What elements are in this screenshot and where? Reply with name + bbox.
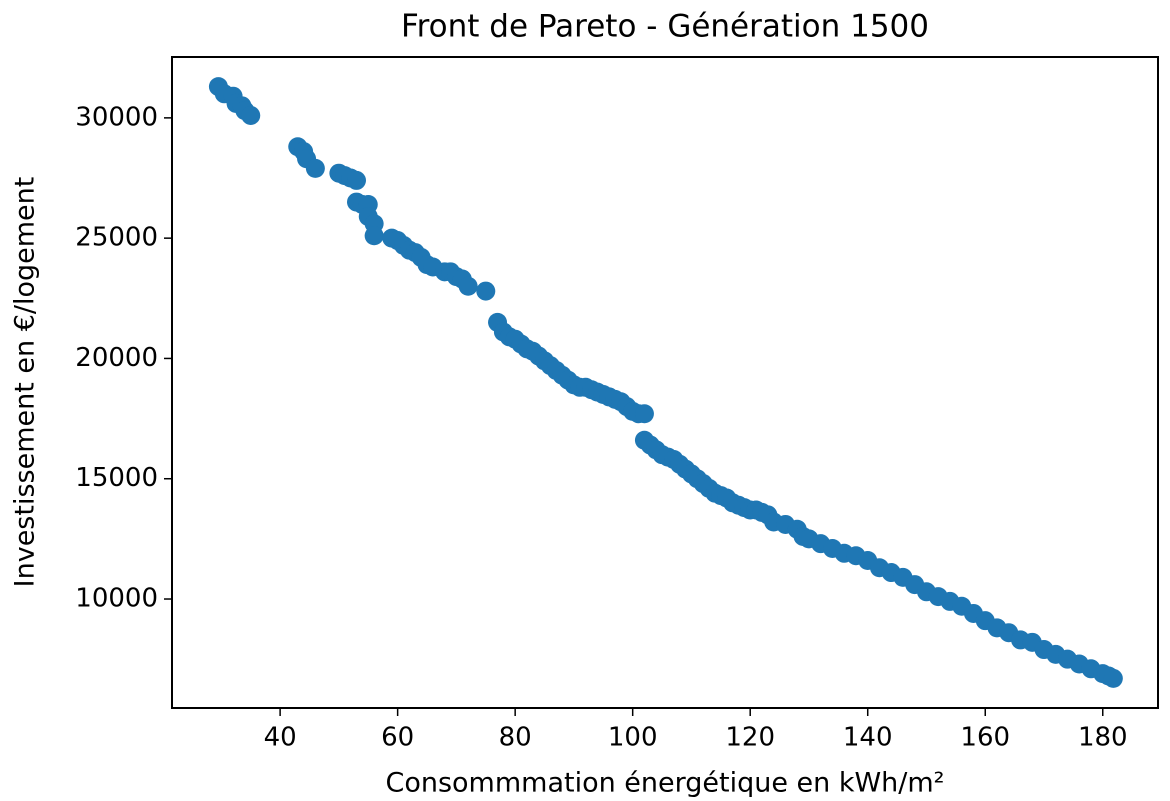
- point: [476, 281, 496, 301]
- point: [364, 226, 384, 246]
- x-tick-label: 60: [381, 723, 414, 753]
- x-tick-label: 140: [843, 723, 893, 753]
- y-tick-label: 30000: [75, 102, 158, 132]
- point: [634, 404, 654, 424]
- x-tick-label: 100: [608, 723, 658, 753]
- chart-title: Front de Pareto - Génération 1500: [401, 9, 929, 45]
- y-tick-label: 20000: [75, 343, 158, 373]
- y-axis-label: Investissement en €/logement: [10, 177, 41, 588]
- y-tick-label: 25000: [75, 223, 158, 253]
- point: [458, 276, 478, 296]
- x-tick-label: 80: [499, 723, 532, 753]
- x-tick-label: 160: [960, 723, 1010, 753]
- point: [1103, 668, 1123, 688]
- y-tick-label: 15000: [75, 463, 158, 493]
- point: [305, 158, 325, 178]
- point: [241, 105, 261, 125]
- point: [347, 170, 367, 190]
- x-tick-label: 180: [1078, 723, 1128, 753]
- plot-frame: [171, 56, 1159, 709]
- x-tick-label: 120: [725, 723, 775, 753]
- x-axis-label: Consommmation énergétique en kWh/m²: [385, 768, 944, 799]
- y-tick-label: 10000: [75, 584, 158, 614]
- x-tick-label: 40: [264, 723, 297, 753]
